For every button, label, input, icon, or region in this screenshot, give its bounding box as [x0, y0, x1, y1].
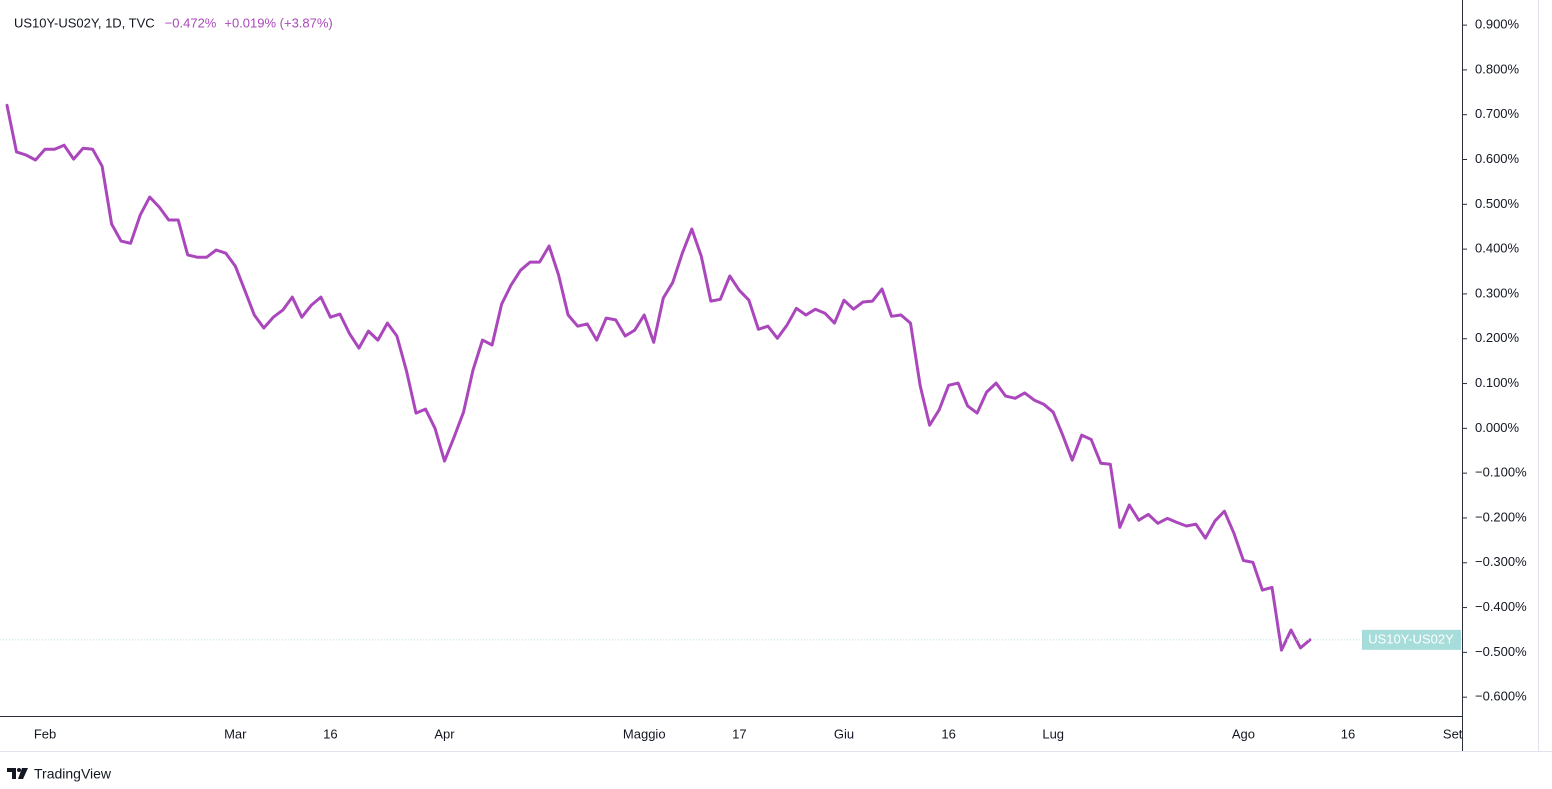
x-tick-label: 17 — [732, 726, 746, 741]
x-tick-label: Giu — [834, 726, 854, 741]
x-tick-label: Feb — [34, 726, 56, 741]
legend-change: +0.019% (+3.87%) — [224, 15, 332, 30]
x-tick-label: Set — [1443, 726, 1463, 741]
y-tick-label: 0.200% — [1475, 330, 1520, 345]
x-tick-label: Apr — [434, 726, 455, 741]
y-tick-label: 0.900% — [1475, 17, 1520, 32]
y-tick-label: −0.100% — [1475, 465, 1527, 480]
y-tick-label: −0.300% — [1475, 554, 1527, 569]
x-tick-label: Mar — [224, 726, 247, 741]
y-tick-label: −0.500% — [1475, 644, 1527, 659]
x-tick-label: Ago — [1232, 726, 1255, 741]
y-tick-label: 0.000% — [1475, 420, 1520, 435]
x-tick-label: 16 — [1341, 726, 1355, 741]
y-tick-label: −0.600% — [1475, 689, 1527, 704]
y-tick-label: 0.600% — [1475, 151, 1520, 166]
y-tick-label: 0.500% — [1475, 196, 1520, 211]
time-axis: Feb Mar 16 Apr Maggio 17 Giu 16 Lug Ago 16 Set — [34, 726, 1463, 741]
brand-name: TradingView — [34, 766, 112, 782]
series-line — [5, 103, 1312, 652]
y-tick-label: 0.800% — [1475, 61, 1520, 76]
chart-title: US10Y-US02Y, 1D, TVC — [14, 15, 155, 30]
brand-logo — [7, 768, 28, 779]
y-tick-label: −0.400% — [1475, 599, 1527, 614]
y-tick-label: 0.700% — [1475, 106, 1520, 121]
y-tick-label: 0.100% — [1475, 375, 1520, 390]
x-tick-label: 16 — [941, 726, 955, 741]
y-tick-label: 0.300% — [1475, 285, 1520, 300]
y-tick-label: 0.400% — [1475, 241, 1520, 256]
y-tick-label: −0.200% — [1475, 509, 1527, 524]
x-tick-label: 16 — [323, 726, 337, 741]
x-tick-label: Lug — [1042, 726, 1064, 741]
x-tick-label: Maggio — [623, 726, 666, 741]
price-label: US10Y-US02Y — [1368, 631, 1454, 646]
price-label-bg — [1362, 629, 1461, 650]
legend-value: −0.472% — [165, 15, 217, 30]
